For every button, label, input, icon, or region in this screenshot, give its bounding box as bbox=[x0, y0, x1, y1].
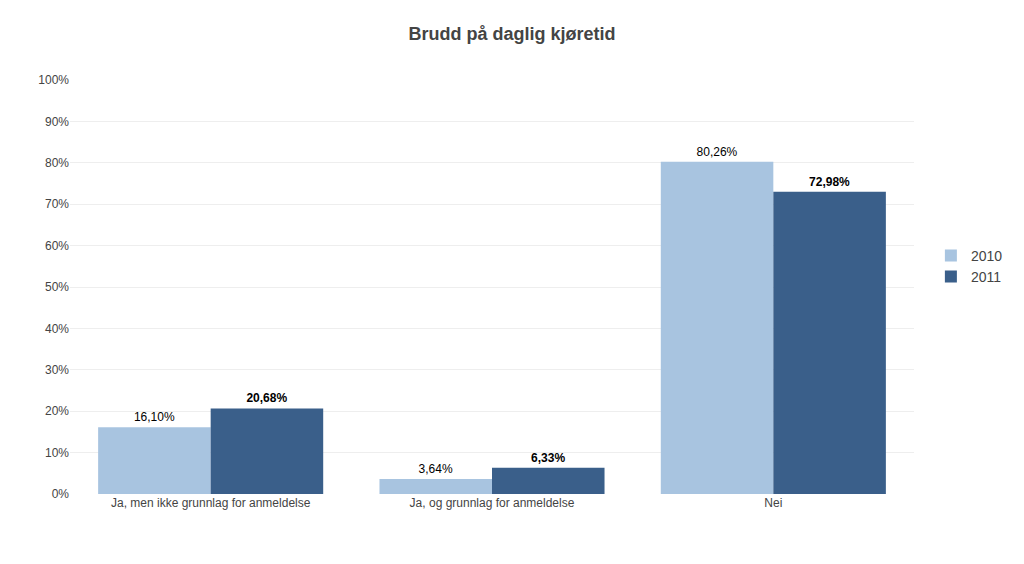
svg-text:60%: 60% bbox=[45, 239, 69, 253]
svg-text:Brudd på daglig kjøretid: Brudd på daglig kjøretid bbox=[408, 24, 615, 44]
svg-text:Nei: Nei bbox=[764, 496, 782, 510]
svg-text:70%: 70% bbox=[45, 197, 69, 211]
svg-text:20%: 20% bbox=[45, 404, 69, 418]
svg-text:100%: 100% bbox=[38, 73, 69, 87]
svg-text:40%: 40% bbox=[45, 322, 69, 336]
svg-text:Ja, men ikke grunnlag for anme: Ja, men ikke grunnlag for anmeldelse bbox=[111, 496, 311, 510]
svg-text:90%: 90% bbox=[45, 115, 69, 129]
svg-text:0%: 0% bbox=[52, 487, 70, 501]
svg-text:30%: 30% bbox=[45, 363, 69, 377]
svg-text:2011: 2011 bbox=[971, 269, 1001, 285]
svg-text:10%: 10% bbox=[45, 446, 69, 460]
svg-text:80,26%: 80,26% bbox=[697, 145, 738, 159]
svg-text:72,98%: 72,98% bbox=[809, 175, 850, 189]
svg-text:20,68%: 20,68% bbox=[246, 391, 287, 405]
svg-text:6,33%: 6,33% bbox=[531, 451, 565, 465]
svg-text:16,10%: 16,10% bbox=[134, 410, 175, 424]
svg-text:50%: 50% bbox=[45, 280, 69, 294]
svg-text:80%: 80% bbox=[45, 156, 69, 170]
svg-text:2010: 2010 bbox=[971, 248, 1002, 264]
svg-text:3,64%: 3,64% bbox=[419, 462, 453, 476]
svg-text:Ja, og grunnlag for anmeldelse: Ja, og grunnlag for anmeldelse bbox=[410, 496, 575, 510]
